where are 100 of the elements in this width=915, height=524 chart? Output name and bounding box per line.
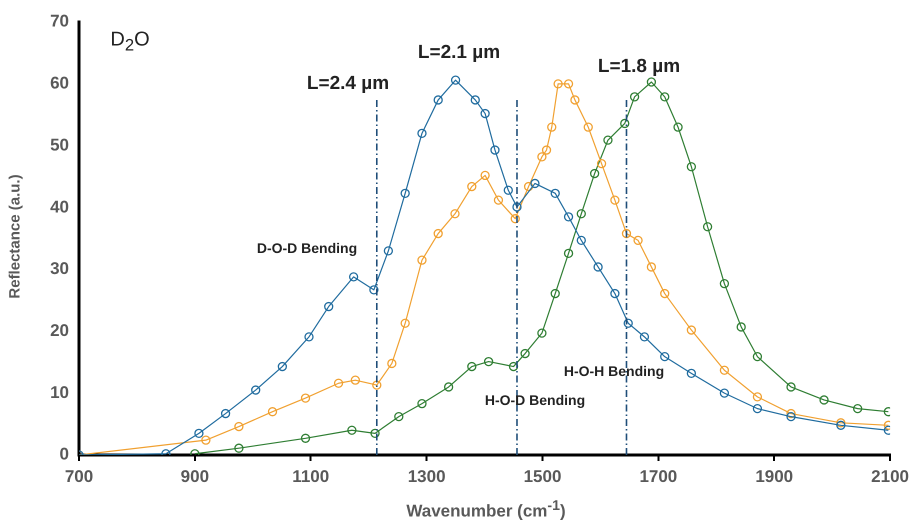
point xyxy=(234,422,244,432)
point xyxy=(593,262,603,272)
point xyxy=(610,288,620,298)
point xyxy=(537,152,547,162)
point xyxy=(484,356,494,366)
point xyxy=(400,318,410,328)
point xyxy=(646,77,656,87)
point xyxy=(450,209,460,218)
point xyxy=(564,248,574,258)
y-tick-label: 10 xyxy=(50,382,69,402)
annotation: D-O-D Bending xyxy=(256,240,358,256)
point xyxy=(512,202,522,212)
point xyxy=(387,358,396,368)
point xyxy=(494,196,504,205)
point xyxy=(686,162,696,172)
point xyxy=(584,122,593,132)
point xyxy=(686,325,696,335)
point xyxy=(836,418,846,428)
point xyxy=(234,444,244,453)
point xyxy=(347,426,357,435)
y-axis-title: Reflectance (a.u.) xyxy=(6,173,24,301)
point xyxy=(372,380,382,390)
point xyxy=(542,145,552,155)
point xyxy=(550,288,560,298)
point xyxy=(686,368,696,378)
point xyxy=(752,404,762,414)
y-tick-label: 30 xyxy=(50,259,69,278)
point xyxy=(786,412,796,422)
point xyxy=(467,362,476,372)
point xyxy=(547,122,556,132)
point xyxy=(836,420,846,430)
annotation: L=2.4 µm xyxy=(306,73,390,95)
point xyxy=(350,376,360,385)
point xyxy=(480,108,490,118)
point xyxy=(624,318,633,328)
annotation: H-O-H Bending xyxy=(564,363,664,379)
point xyxy=(537,328,547,338)
point xyxy=(550,188,560,198)
point xyxy=(201,436,211,445)
point xyxy=(504,186,513,195)
x-tick-label: 1300 xyxy=(408,466,446,486)
point xyxy=(610,196,620,205)
y-tick-label: 70 xyxy=(50,12,69,31)
point xyxy=(444,382,454,392)
x-axis-title: Wavenumber (cm$^{-1}$) xyxy=(405,498,567,522)
point xyxy=(570,95,580,105)
point xyxy=(673,122,683,132)
x-tick-label: 700 xyxy=(64,466,94,486)
point xyxy=(564,79,574,89)
point xyxy=(480,170,490,180)
point xyxy=(490,145,500,155)
point xyxy=(786,382,796,392)
point xyxy=(720,388,730,398)
point xyxy=(334,378,344,388)
annotation: L=2.1 µm xyxy=(418,42,500,64)
x-tick-label: 1900 xyxy=(755,466,794,486)
point xyxy=(819,395,829,405)
point xyxy=(620,118,630,128)
point xyxy=(278,362,287,372)
point xyxy=(400,188,410,198)
point xyxy=(603,135,613,145)
point xyxy=(520,348,530,358)
y-tick-label: 60 xyxy=(50,74,69,93)
point xyxy=(324,302,334,312)
point xyxy=(596,159,606,168)
point xyxy=(450,75,460,85)
point xyxy=(622,228,632,238)
x-tick-label: 2100 xyxy=(871,466,910,486)
point xyxy=(220,408,230,418)
point xyxy=(417,255,427,265)
point xyxy=(524,182,534,192)
point xyxy=(660,92,670,102)
point xyxy=(752,392,762,402)
annotation: H-O-D Bending xyxy=(484,392,586,408)
point xyxy=(633,236,643,246)
point xyxy=(370,428,380,438)
point xyxy=(576,209,586,218)
point xyxy=(576,236,586,246)
y-tick-label: 0 xyxy=(60,444,69,464)
point xyxy=(304,332,314,342)
point xyxy=(736,322,746,332)
point xyxy=(434,228,443,238)
point xyxy=(786,408,796,418)
point xyxy=(553,79,563,89)
point xyxy=(564,212,574,222)
point xyxy=(300,434,310,443)
point xyxy=(508,362,518,372)
point xyxy=(640,332,650,342)
point xyxy=(394,412,404,422)
point xyxy=(251,385,260,395)
point xyxy=(646,262,656,272)
point xyxy=(660,352,670,362)
annotation: L=1.8 µm xyxy=(598,56,680,78)
point xyxy=(268,407,278,416)
x-tick-label: 1100 xyxy=(292,466,330,486)
point xyxy=(417,399,427,408)
annotation: D$_{2}$O xyxy=(110,28,150,56)
point xyxy=(194,428,204,438)
point xyxy=(590,168,600,178)
point xyxy=(417,128,427,138)
